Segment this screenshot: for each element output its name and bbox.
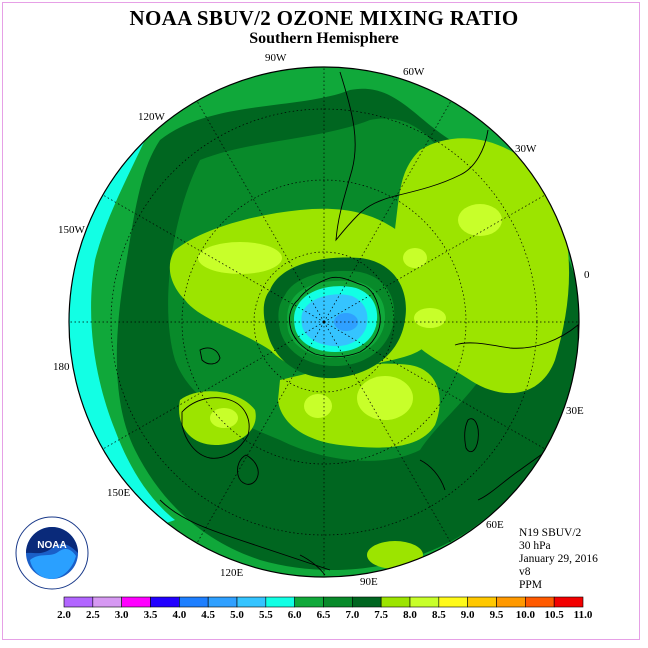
color-scale-box bbox=[409, 596, 440, 608]
color-scale-box bbox=[207, 596, 238, 608]
south-pole-marker bbox=[322, 320, 326, 324]
color-scale-tick-label: 4.5 bbox=[201, 609, 215, 621]
map-title: NOAA SBUV/2 OZONE MIXING RATIO bbox=[129, 6, 519, 30]
lon-label-30e: 30E bbox=[566, 405, 584, 417]
lon-label-180: 180 bbox=[53, 361, 70, 373]
color-scale-tick-label: 5.0 bbox=[230, 609, 244, 621]
color-scale-tick-label: 5.5 bbox=[259, 609, 273, 621]
lon-label-150e: 150E bbox=[107, 487, 131, 499]
color-scale-box bbox=[496, 596, 526, 608]
color-scale-box bbox=[150, 596, 180, 608]
color-scale-tick-label: 11.0 bbox=[574, 609, 593, 621]
map-info: N19 SBUV/2 30 hPa January 29, 2016 v8 PP… bbox=[519, 527, 598, 592]
color-scale-box bbox=[265, 596, 295, 608]
ozone-region-7.5-east bbox=[392, 138, 570, 394]
color-scale-box bbox=[352, 596, 382, 608]
color-scale-box bbox=[380, 596, 411, 608]
color-scale-box bbox=[323, 596, 353, 608]
color-scale-box bbox=[179, 596, 209, 608]
color-scale-box bbox=[294, 596, 324, 608]
ozone-region-8.0-e bbox=[304, 394, 332, 418]
noaa-logo: NOAA bbox=[15, 516, 89, 590]
lon-label-120w: 120W bbox=[138, 111, 166, 123]
map-subtitle: Southern Hemisphere bbox=[249, 30, 399, 47]
coastlines bbox=[159, 71, 579, 576]
ozone-region-8.0-g bbox=[458, 204, 502, 236]
ozone-pole-4.5 bbox=[334, 313, 358, 331]
color-scale-tick-label: 6.0 bbox=[288, 609, 302, 621]
color-scale-tick-label: 2.5 bbox=[86, 609, 100, 621]
color-scale-box bbox=[553, 596, 584, 608]
color-scale-box bbox=[92, 596, 122, 608]
color-scale-tick-label: 2.0 bbox=[57, 609, 71, 621]
color-scale-tick-label: 7.0 bbox=[345, 609, 359, 621]
info-pressure: 30 hPa bbox=[519, 540, 551, 552]
info-version: v8 bbox=[519, 566, 531, 578]
color-scale-boxes bbox=[63, 596, 584, 608]
color-scale-box bbox=[467, 596, 497, 608]
ozone-region-8.0-f bbox=[210, 408, 238, 428]
color-scale-tick-label: 9.5 bbox=[490, 609, 504, 621]
info-units: PPM bbox=[519, 579, 543, 591]
lon-label-0: 0 bbox=[584, 269, 590, 281]
lon-label-90e: 90E bbox=[360, 576, 378, 588]
color-scale-tick-label: 3.5 bbox=[144, 609, 158, 621]
color-scale-tick-label: 3.0 bbox=[115, 609, 129, 621]
color-scale-tick-label: 7.5 bbox=[374, 609, 388, 621]
ozone-region-8.0-d bbox=[357, 376, 413, 420]
ozone-region-8.0-b bbox=[403, 248, 427, 268]
color-scale-tick-label: 10.0 bbox=[516, 609, 536, 621]
lon-label-60e: 60E bbox=[486, 519, 504, 531]
lon-label-120e: 120E bbox=[220, 567, 244, 579]
color-scale-tick-label: 8.5 bbox=[432, 609, 446, 621]
lon-label-30w: 30W bbox=[515, 143, 537, 155]
color-scale-box bbox=[121, 596, 151, 608]
color-scale-tick-label: 10.5 bbox=[545, 609, 565, 621]
color-scale-box bbox=[525, 596, 555, 608]
info-date: January 29, 2016 bbox=[519, 553, 598, 565]
lon-label-150w: 150W bbox=[58, 224, 86, 236]
color-scale-tick-label: 6.5 bbox=[317, 609, 331, 621]
lon-label-90w: 90W bbox=[265, 52, 287, 64]
color-scale-tick-label: 4.0 bbox=[172, 609, 186, 621]
color-scale-box bbox=[236, 596, 267, 608]
ozone-region-8.0-c bbox=[414, 308, 446, 328]
color-scale-box bbox=[63, 596, 94, 608]
noaa-logo-text: NOAA bbox=[37, 540, 66, 551]
map-disc-outline bbox=[68, 66, 580, 578]
lon-label-60w: 60W bbox=[403, 66, 425, 78]
info-satellite: N19 SBUV/2 bbox=[519, 527, 582, 539]
meridians bbox=[69, 67, 579, 577]
ozone-region-8.0-a bbox=[198, 242, 282, 274]
color-scale-labels: 2.0 2.5 3.0 3.5 4.0 4.5 5.0 5.5 6.0 6.5 7.0 7.5 8.0 8… bbox=[57, 609, 593, 621]
page-border bbox=[2, 2, 640, 640]
color-scale-box bbox=[438, 596, 468, 608]
color-scale-tick-label: 8.0 bbox=[403, 609, 417, 621]
color-scale-tick-label: 9.0 bbox=[461, 609, 475, 621]
